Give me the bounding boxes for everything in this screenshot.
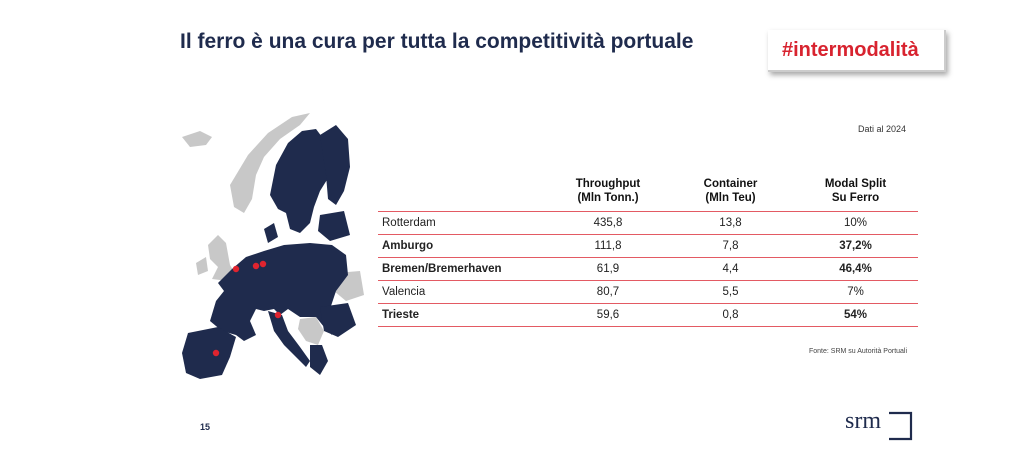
port-name: Trieste <box>378 303 548 327</box>
table-row: Valencia 80,7 5,5 7% <box>378 280 918 304</box>
source-note: Fonte: SRM su Autorità Portuali <box>809 348 908 355</box>
port-dot-rotterdam <box>232 265 240 273</box>
header-modal-split: Modal Split Su Ferro <box>793 175 918 212</box>
container-value: 13,8 <box>668 211 793 235</box>
data-year-note: Dati al 2024 <box>858 124 907 134</box>
header-container: Container (Mln Teu) <box>668 175 793 212</box>
map-eu-greece <box>310 345 328 375</box>
table-header-row: Throughput (Mln Tonn.) Container (Mln Te… <box>378 175 918 212</box>
throughput-value: 61,9 <box>548 257 668 281</box>
header-throughput-line2: (Mln Tonn.) <box>577 192 639 204</box>
container-value: 4,4 <box>668 257 793 281</box>
map-eu-scandinavia <box>270 129 330 233</box>
modal-split-value: 10% <box>793 211 918 235</box>
port-dot-bremen <box>252 262 260 270</box>
map-grey-balkans <box>298 317 324 345</box>
port-dot-trieste <box>274 311 282 319</box>
header-throughput-line1: Throughput <box>575 178 641 190</box>
port-dot-valencia <box>212 349 220 357</box>
throughput-value: 111,8 <box>548 234 668 258</box>
page-number: 15 <box>200 422 211 432</box>
hashtag-badge: #intermodalità <box>768 30 946 72</box>
port-dot-hamburg <box>259 260 267 268</box>
header-container-line2: (Mln Teu) <box>705 192 756 204</box>
srm-logo: srm <box>845 408 920 443</box>
port-name: Amburgo <box>378 234 548 258</box>
modal-split-value: 37,2% <box>793 234 918 258</box>
hashtag-label: #intermodalità <box>782 38 919 61</box>
modal-split-value: 46,4% <box>793 257 918 281</box>
header-port <box>378 175 548 212</box>
port-name: Rotterdam <box>378 211 548 235</box>
page-title: Il ferro è una cura per tutta la competi… <box>180 30 694 53</box>
map-grey-uk <box>208 235 236 281</box>
header-modal-split-line2: Su Ferro <box>831 192 880 204</box>
table-row: Bremen/Bremerhaven 61,9 4,4 46,4% <box>378 257 918 281</box>
logo-square-icon <box>889 411 913 441</box>
throughput-value: 80,7 <box>548 280 668 304</box>
port-name: Valencia <box>378 280 548 304</box>
ports-table: Throughput (Mln Tonn.) Container (Mln Te… <box>378 175 918 327</box>
throughput-value: 59,6 <box>548 303 668 327</box>
container-value: 0,8 <box>668 303 793 327</box>
port-name: Bremen/Bremerhaven <box>378 257 548 281</box>
map-eu-romania-bulgaria <box>320 303 356 337</box>
logo-text: srm <box>845 408 881 434</box>
map-grey-ireland <box>196 257 208 275</box>
map-eu-mainland <box>210 243 348 341</box>
header-throughput: Throughput (Mln Tonn.) <box>548 175 668 212</box>
table-row: Trieste 59,6 0,8 54% <box>378 303 918 327</box>
map-eu-baltics <box>318 211 350 241</box>
map-eu-iberia <box>182 327 236 379</box>
header-modal-split-line1: Modal Split <box>824 178 887 190</box>
map-grey-iceland <box>182 131 212 147</box>
modal-split-value: 7% <box>793 280 918 304</box>
modal-split-value: 54% <box>793 303 918 327</box>
container-value: 7,8 <box>668 234 793 258</box>
map-eu-denmark <box>264 223 278 243</box>
container-value: 5,5 <box>668 280 793 304</box>
table-row: Rotterdam 435,8 13,8 10% <box>378 211 918 235</box>
table-row: Amburgo 111,8 7,8 37,2% <box>378 234 918 258</box>
map-eu-finland-baltics <box>320 125 350 205</box>
map-eu-italy <box>268 311 310 367</box>
europe-map <box>182 113 364 379</box>
throughput-value: 435,8 <box>548 211 668 235</box>
header-container-line1: Container <box>703 178 758 190</box>
map-grey-norway <box>230 113 310 213</box>
